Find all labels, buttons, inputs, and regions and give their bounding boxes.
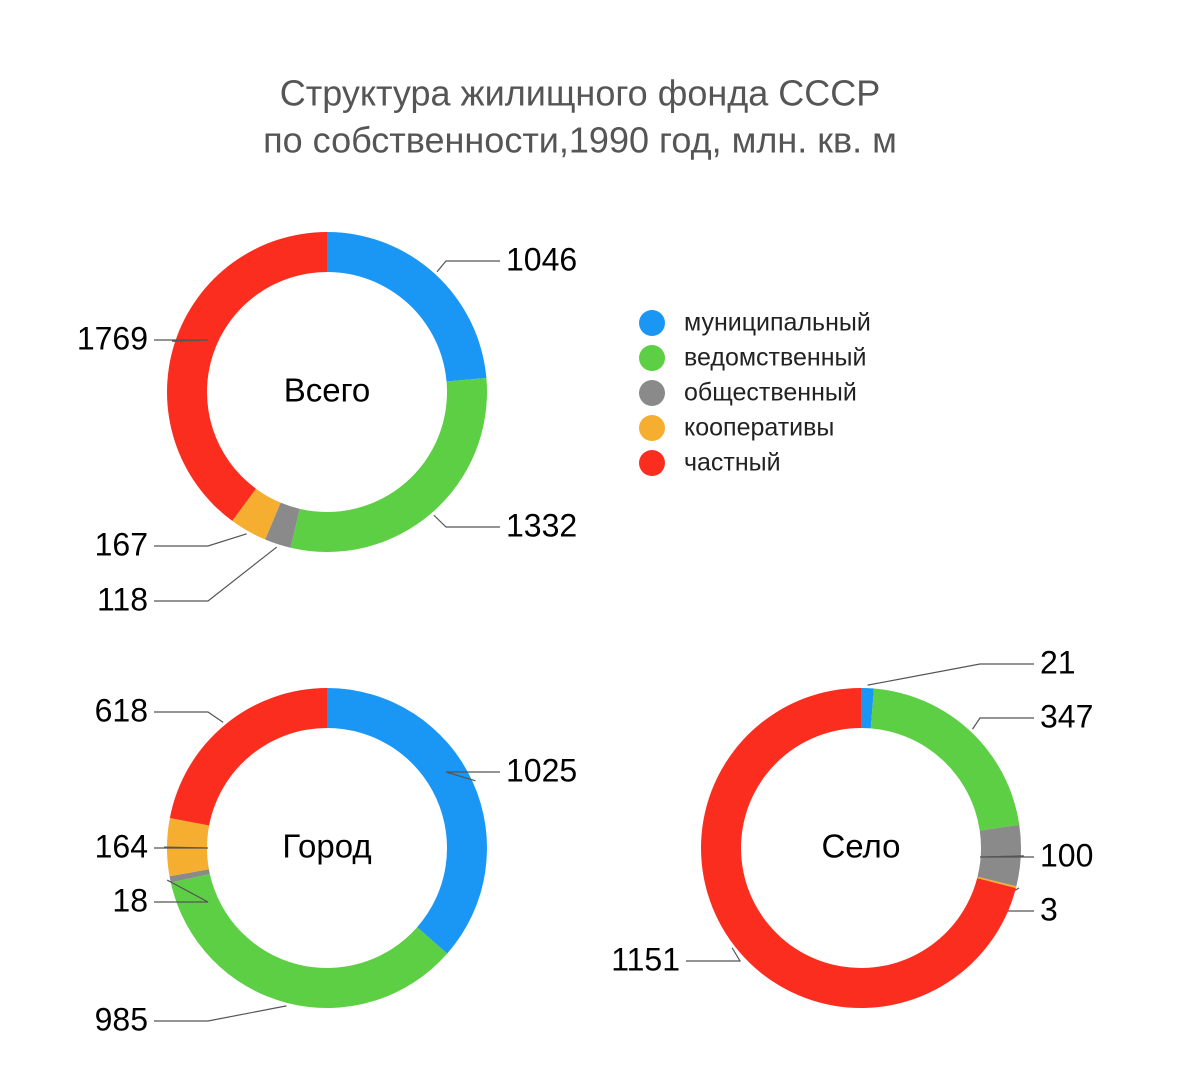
donut-center-label: Всего — [284, 372, 371, 409]
legend-marker — [639, 380, 665, 406]
leader-line — [445, 771, 500, 782]
donut-segment — [290, 377, 487, 552]
value-label: 21 — [1040, 644, 1076, 680]
legend-label: муниципальный — [684, 309, 871, 337]
leader-line — [154, 533, 247, 547]
value-label: 985 — [95, 1001, 148, 1037]
leader-line — [867, 663, 1034, 686]
legend-marker — [639, 450, 665, 476]
leader-line — [154, 546, 278, 602]
leader-line — [436, 260, 500, 273]
value-label: 347 — [1040, 698, 1093, 734]
legend-label: ведомственный — [684, 344, 866, 372]
donut-center-label: Город — [282, 828, 371, 865]
chart-title: по собственности,1990 год, млн. кв. м — [263, 120, 897, 161]
value-label: 167 — [95, 526, 148, 562]
leader-line — [686, 947, 742, 962]
legend-marker — [639, 345, 665, 371]
value-label: 1151 — [611, 941, 680, 977]
value-label: 100 — [1040, 837, 1093, 873]
legend-marker — [639, 415, 665, 441]
donut-segment — [232, 488, 281, 540]
value-label: 618 — [95, 692, 148, 728]
leader-line — [154, 339, 209, 342]
leader-line — [154, 879, 209, 903]
legend-label: кооперативы — [684, 414, 834, 442]
donut-segment — [265, 502, 300, 548]
donut-segment — [977, 824, 1021, 887]
donut-segment — [169, 688, 327, 826]
donut-segment — [327, 688, 487, 954]
donut-center-label: Село — [821, 828, 900, 865]
value-label: 118 — [97, 581, 148, 617]
value-label: 164 — [95, 828, 148, 864]
value-label: 3 — [1040, 891, 1058, 927]
donut-segment — [327, 232, 487, 382]
leader-line — [972, 717, 1034, 730]
leader-line — [154, 846, 209, 849]
leader-line — [154, 1005, 287, 1022]
leader-line — [433, 514, 500, 528]
leader-line — [154, 711, 224, 723]
donut-segment — [169, 869, 210, 883]
value-label: 1046 — [506, 241, 577, 277]
legend-label: общественный — [684, 379, 857, 407]
donut-segment — [861, 688, 875, 729]
chart-title: Структура жилищного фонда СССР — [280, 73, 881, 114]
donut-segment — [870, 688, 1020, 831]
donut-segment — [170, 873, 448, 1009]
donut-segment — [977, 876, 1017, 889]
value-label: 1025 — [506, 752, 577, 788]
value-label: 18 — [112, 882, 148, 918]
legend-marker — [639, 310, 665, 336]
donut-segment — [167, 232, 327, 521]
legend-label: частный — [684, 449, 781, 477]
value-label: 1332 — [506, 507, 577, 543]
value-label: 1769 — [77, 320, 148, 356]
leader-line — [979, 855, 1034, 858]
